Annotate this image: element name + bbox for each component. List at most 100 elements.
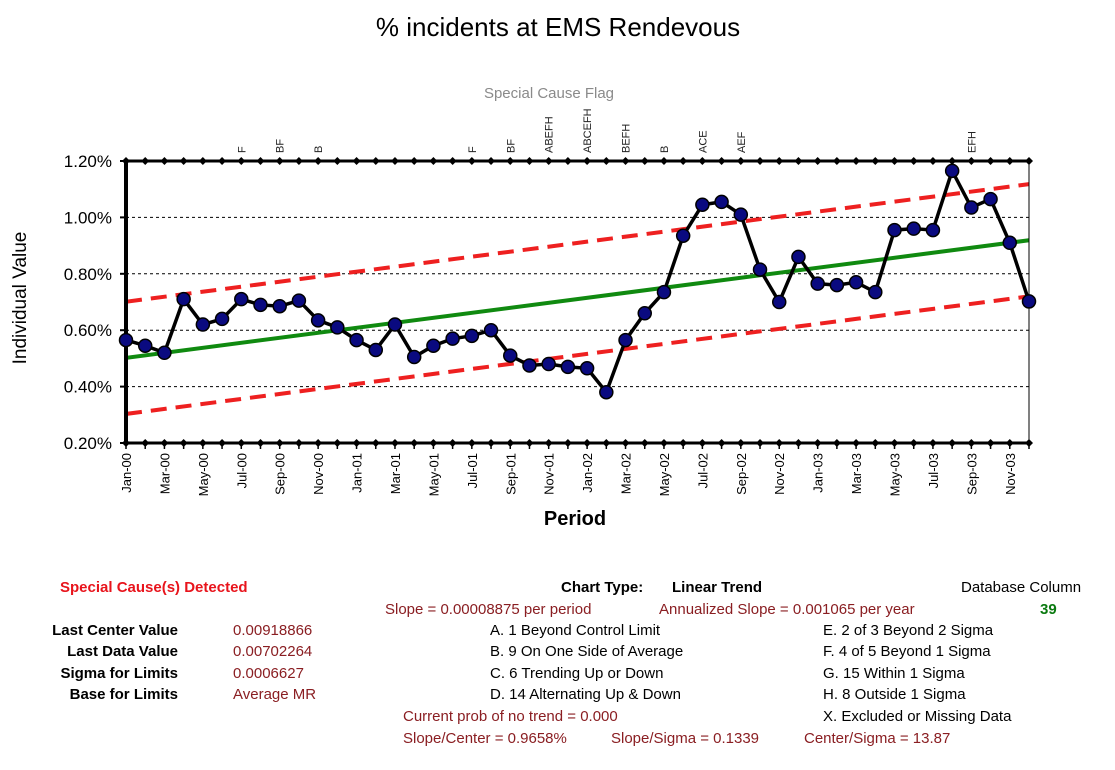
data-point [137, 338, 153, 353]
chart-type-value: Linear Trend [672, 579, 763, 596]
flag-marker [640, 157, 649, 165]
data-point [599, 384, 614, 400]
data-point [1021, 294, 1037, 309]
x-tick-label: Mar-02 [619, 453, 634, 494]
x-tick-label: Mar-00 [157, 453, 172, 494]
data-point [541, 356, 556, 372]
flag-marker [698, 157, 707, 165]
y-tick-label: 0.40% [64, 378, 112, 397]
data-point [157, 345, 172, 361]
flag-marker [679, 157, 688, 165]
x-tick-label: May-03 [888, 453, 903, 496]
stat-label: Base for Limits [69, 686, 178, 703]
data-point [272, 298, 287, 314]
special-cause-flag: F [467, 146, 479, 153]
data-point [675, 228, 691, 243]
flag-marker [621, 157, 630, 165]
chart-type-label: Chart Type: [561, 579, 644, 596]
stat-value: Average MR [233, 686, 317, 703]
data-point [195, 317, 211, 332]
data-point [579, 361, 595, 376]
y-tick-label: 0.60% [64, 321, 112, 340]
center-sigma-ratio: Center/Sigma = 13.87 [804, 730, 951, 747]
center-line [125, 238, 1030, 360]
flag-marker [717, 157, 726, 165]
rule-item: D. 14 Alternating Up & Down [490, 686, 681, 703]
prob-no-trend: Current prob of no trend = 0.000 [403, 708, 618, 725]
x-tick-label: May-01 [426, 453, 441, 496]
x-tick-label: Mar-03 [849, 453, 864, 494]
chart-title: % incidents at EMS Rendevous [376, 12, 740, 42]
flag-marker [813, 157, 822, 165]
flag-marker [1025, 157, 1033, 165]
flag-marker [314, 157, 323, 165]
data-point [983, 191, 998, 207]
data-point [426, 338, 441, 353]
data-point [695, 197, 710, 212]
special-cause-status: Special Cause(s) Detected [60, 579, 248, 596]
x-tick-label: Jul-02 [695, 453, 710, 488]
x-tick-label: May-00 [196, 453, 211, 496]
x-tick-label: Sep-00 [273, 453, 288, 495]
x-tick-label: May-02 [657, 453, 672, 496]
x-tick-label: Sep-02 [734, 453, 749, 495]
data-point [868, 284, 883, 300]
data-line [125, 166, 1031, 396]
flag-marker [909, 157, 918, 165]
flag-marker [832, 157, 841, 165]
x-tick-label: Jan-03 [811, 453, 826, 493]
annualized-slope-text: Annualized Slope = 0.001065 per year [659, 601, 915, 618]
rule-item: B. 9 On One Side of Average [490, 643, 684, 660]
database-column-value: 39 [1040, 601, 1057, 618]
x-tick-label: Sep-03 [964, 453, 979, 495]
data-point [1002, 235, 1018, 251]
data-point [503, 348, 518, 363]
flag-marker [871, 157, 880, 165]
flag-marker [736, 157, 745, 165]
flag-marker [890, 157, 899, 165]
flag-marker [371, 157, 380, 165]
data-point [618, 332, 633, 348]
slope-text: Slope = 0.00008875 per period [385, 601, 592, 618]
flag-marker [390, 157, 399, 165]
x-tick-label: Jan-02 [580, 453, 595, 493]
data-point [964, 200, 979, 215]
flag-marker [659, 157, 668, 165]
stat-label: Sigma for Limits [60, 665, 178, 682]
rule-item: F. 4 of 5 Beyond 1 Sigma [823, 643, 991, 660]
special-cause-flag: BF [275, 139, 287, 153]
database-column-label: Database Column [961, 579, 1082, 596]
rule-item: G. 15 Within 1 Sigma [823, 665, 965, 682]
data-point [522, 358, 537, 373]
flag-marker [563, 157, 572, 165]
rule-item: E. 2 of 3 Beyond 2 Sigma [823, 622, 994, 639]
x-tick-label: Jul-00 [234, 453, 249, 488]
rule-item: H. 8 Outside 1 Sigma [823, 686, 966, 703]
special-cause-flag: ABCEFH [582, 108, 594, 153]
data-point [291, 293, 307, 308]
data-point [925, 222, 941, 238]
control-chart: % incidents at EMS Rendevous Special Cau… [10, 12, 1037, 530]
data-point [445, 331, 460, 346]
slope-sigma-ratio: Slope/Sigma = 0.1339 [611, 730, 760, 747]
flag-marker [333, 157, 342, 165]
x-tick-label: Jan-01 [350, 453, 365, 493]
special-cause-flag: BF [505, 139, 517, 153]
stat-label: Last Data Value [67, 643, 178, 660]
slope-center-ratio: Slope/Center = 0.9658% [403, 730, 567, 747]
flag-marker [352, 157, 361, 165]
flag-marker [544, 157, 553, 165]
data-point [176, 291, 191, 307]
y-tick-label: 1.20% [64, 152, 112, 171]
stat-label: Last Center Value [52, 622, 178, 639]
x-tick-label: Nov-01 [542, 453, 557, 495]
data-point [944, 163, 960, 179]
special-cause-flag: ABEFH [544, 116, 556, 153]
flag-marker [410, 157, 419, 165]
data-point [349, 332, 364, 348]
flag-marker [275, 157, 284, 165]
data-point [330, 320, 345, 335]
x-tick-label: Mar-01 [388, 453, 403, 494]
data-point [406, 349, 422, 365]
flag-marker [448, 157, 457, 165]
